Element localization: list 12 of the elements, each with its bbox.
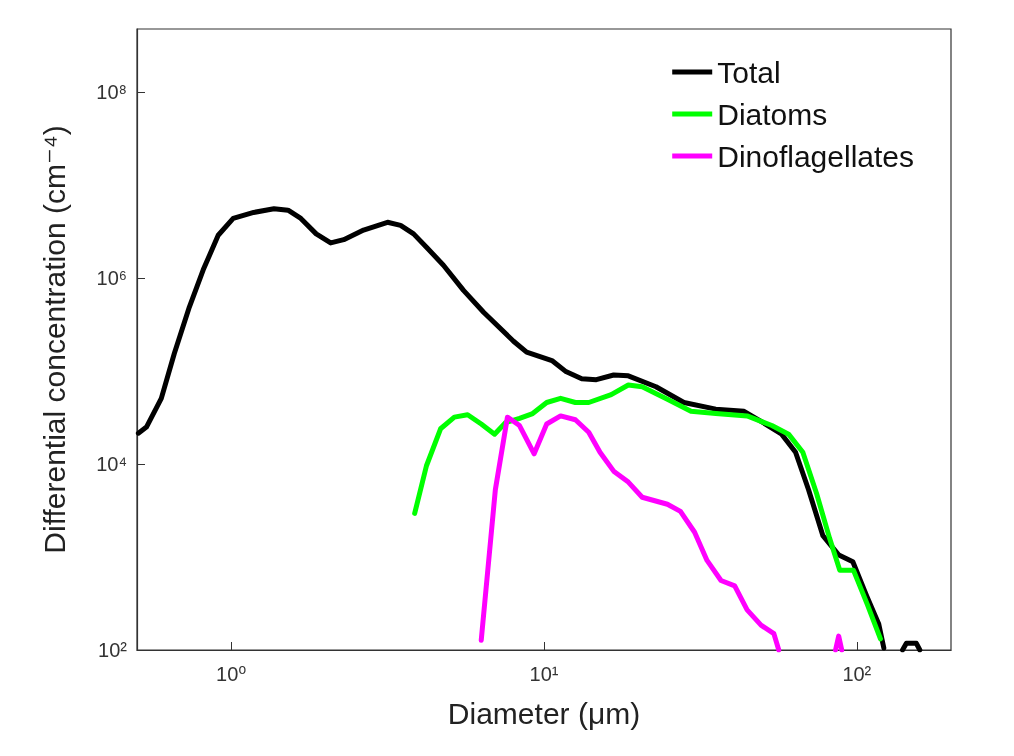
y-tick-label: 10⁸ [96,81,127,104]
x-axis-title: Diameter (μm) [447,696,641,730]
y-tick-label: 10⁴ [96,453,127,476]
y-tick-label: 10⁶ [96,267,127,290]
y-axis-title: Differential concentration (cm⁻⁴) [37,125,71,554]
x-tick-label: 10¹ [529,663,559,685]
x-tick-label: 10² [842,663,872,685]
x-tick-label: 10⁰ [216,663,247,685]
legend-label: Diatoms [717,97,828,131]
legend-label: Total [717,55,781,89]
y-tick-label: 10² [98,639,128,661]
legend-label: Dinoflagellates [717,139,915,173]
